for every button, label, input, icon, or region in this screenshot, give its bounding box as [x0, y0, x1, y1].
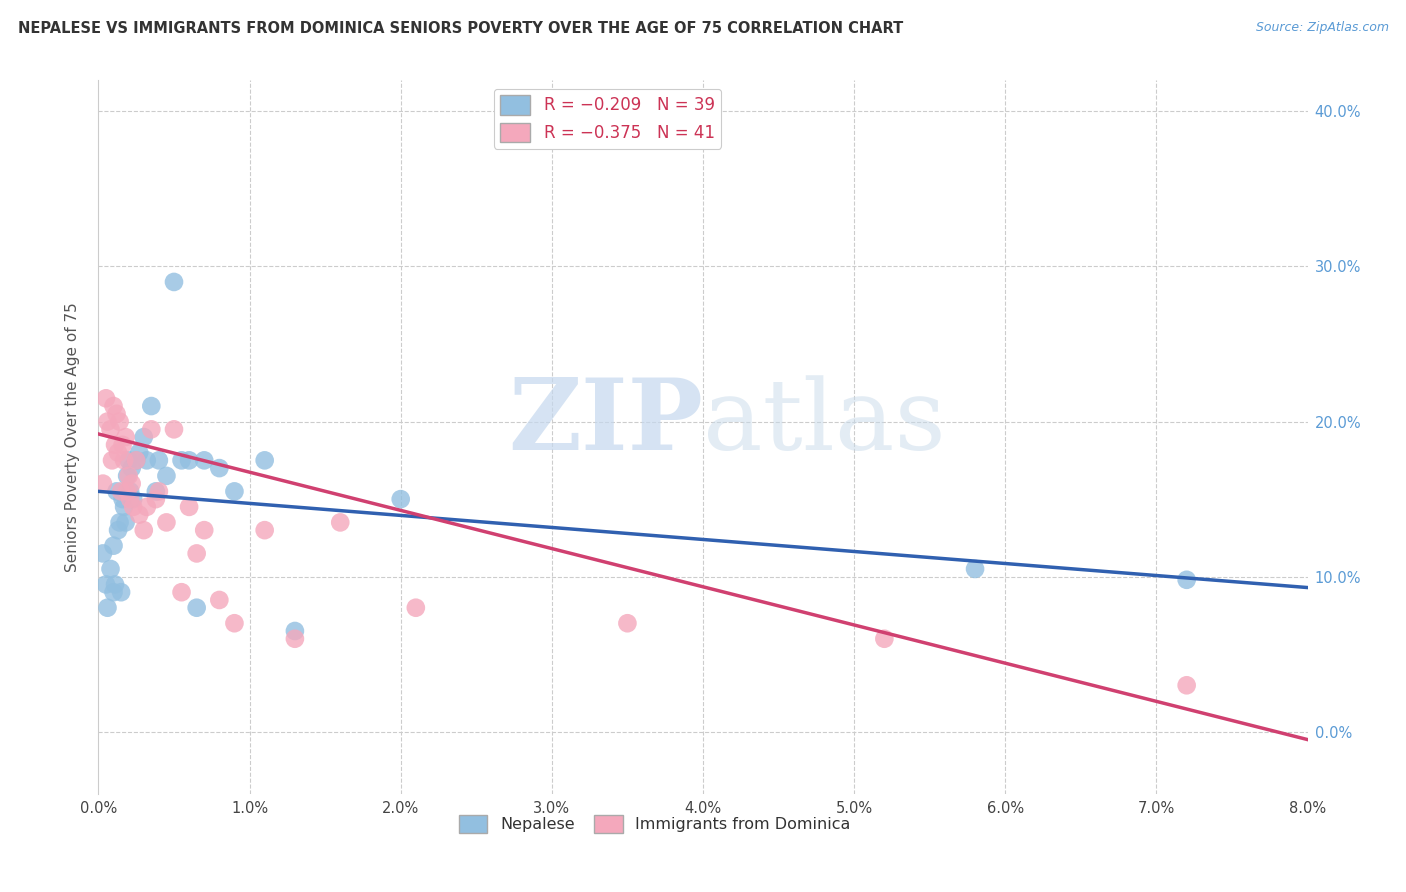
- Point: [132, 523, 155, 537]
- Text: Source: ZipAtlas.com: Source: ZipAtlas.com: [1256, 21, 1389, 34]
- Point: [121, 461, 143, 475]
- Point: [94, 577, 117, 591]
- Point: [253, 453, 276, 467]
- Point: [110, 484, 132, 499]
- Point: [96, 600, 118, 615]
- Point: [128, 445, 150, 459]
- Point: [135, 500, 157, 514]
- Point: [103, 539, 125, 553]
- Point: [120, 484, 142, 499]
- Point: [103, 585, 125, 599]
- Text: NEPALESE VS IMMIGRANTS FROM DOMINICA SENIORS POVERTY OVER THE AGE OF 75 CORRELAT: NEPALESE VS IMMIGRANTS FROM DOMINICA SEN…: [18, 21, 904, 36]
- Point: [148, 453, 170, 467]
- Point: [163, 422, 186, 436]
- Point: [108, 415, 131, 429]
- Point: [193, 523, 215, 537]
- Text: atlas: atlas: [703, 375, 946, 471]
- Point: [179, 453, 201, 467]
- Point: [148, 484, 170, 499]
- Point: [329, 516, 352, 530]
- Point: [107, 523, 129, 537]
- Point: [155, 468, 177, 483]
- Point: [208, 593, 231, 607]
- Point: [125, 453, 148, 467]
- Point: [114, 516, 136, 530]
- Point: [155, 516, 177, 530]
- Point: [179, 500, 201, 514]
- Point: [170, 453, 193, 467]
- Point: [114, 430, 136, 444]
- Point: [91, 476, 114, 491]
- Point: [141, 399, 163, 413]
- Point: [100, 422, 122, 436]
- Point: [115, 484, 138, 499]
- Point: [122, 500, 145, 514]
- Point: [186, 546, 208, 560]
- Point: [873, 632, 896, 646]
- Point: [135, 453, 157, 467]
- Point: [284, 624, 307, 638]
- Point: [107, 445, 129, 459]
- Y-axis label: Seniors Poverty Over the Age of 75: Seniors Poverty Over the Age of 75: [65, 302, 80, 572]
- Point: [111, 438, 134, 452]
- Point: [1175, 573, 1198, 587]
- Point: [100, 562, 122, 576]
- Point: [121, 476, 143, 491]
- Point: [224, 616, 246, 631]
- Point: [405, 600, 427, 615]
- Point: [284, 632, 307, 646]
- Point: [193, 453, 215, 467]
- Point: [118, 468, 141, 483]
- Point: [253, 523, 276, 537]
- Point: [208, 461, 231, 475]
- Point: [110, 585, 132, 599]
- Point: [145, 492, 167, 507]
- Point: [112, 500, 135, 514]
- Point: [96, 415, 118, 429]
- Point: [112, 453, 135, 467]
- Point: [115, 468, 138, 483]
- Point: [132, 430, 155, 444]
- Point: [120, 492, 142, 507]
- Point: [224, 484, 246, 499]
- Point: [170, 585, 193, 599]
- Point: [128, 508, 150, 522]
- Point: [105, 407, 128, 421]
- Point: [141, 422, 163, 436]
- Point: [122, 492, 145, 507]
- Point: [94, 392, 117, 406]
- Point: [103, 399, 125, 413]
- Point: [125, 453, 148, 467]
- Point: [118, 453, 141, 467]
- Point: [104, 438, 127, 452]
- Point: [163, 275, 186, 289]
- Point: [389, 492, 412, 507]
- Point: [145, 484, 167, 499]
- Point: [101, 453, 124, 467]
- Point: [186, 600, 208, 615]
- Point: [616, 616, 638, 631]
- Point: [111, 492, 134, 507]
- Point: [91, 546, 114, 560]
- Point: [1175, 678, 1198, 692]
- Point: [108, 516, 131, 530]
- Text: ZIP: ZIP: [508, 375, 703, 471]
- Point: [105, 484, 128, 499]
- Point: [965, 562, 987, 576]
- Point: [104, 577, 127, 591]
- Legend: Nepalese, Immigrants from Dominica: Nepalese, Immigrants from Dominica: [453, 808, 858, 839]
